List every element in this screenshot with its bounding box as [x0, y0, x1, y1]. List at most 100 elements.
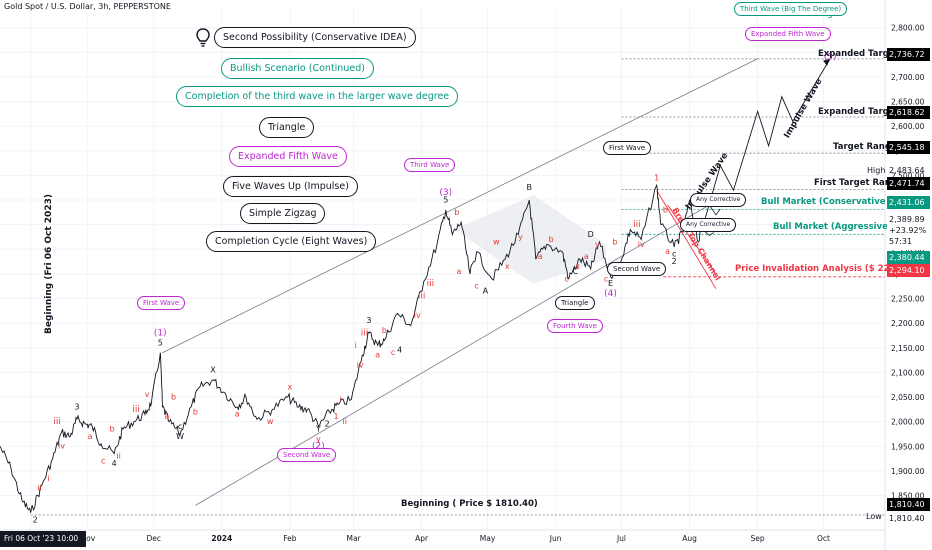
- wave-label: 1: [654, 173, 659, 182]
- wave-label: b: [549, 235, 554, 244]
- time-tick-label: Nov: [81, 534, 96, 543]
- time-tick-label: Dec: [146, 534, 161, 543]
- label-expanded-target-1: Expanded Target: [818, 49, 899, 59]
- break-channel-line: [667, 204, 717, 275]
- wave-label: b: [171, 393, 176, 402]
- tag-high: 2,483.64: [889, 166, 925, 175]
- wave-label: x: [505, 262, 510, 271]
- wave-label: A: [483, 287, 489, 296]
- current-price-value: 2,389.89: [889, 215, 925, 224]
- wave-label: 5: [158, 338, 163, 347]
- price-tick-label: 2,250.00: [891, 295, 925, 304]
- wave-box-third-wave: Third Wave: [404, 158, 456, 172]
- wave-label: 3: [366, 316, 371, 325]
- time-tick-label: Sep: [751, 534, 765, 543]
- wave-label: a: [665, 247, 670, 256]
- price-line-group: [0, 183, 704, 513]
- tag-bull-conservative: 2,431.06: [887, 196, 930, 209]
- time-tick-label: Oct: [817, 534, 830, 543]
- wave-label: 1: [333, 412, 338, 421]
- wave-label: c: [474, 282, 478, 291]
- label-bull-conservative: Bull Market (Conservative IDEA): [761, 197, 915, 207]
- scenario-box-completion-cycle: Completion Cycle (Eight Waves): [206, 231, 377, 252]
- wave-label: y: [595, 240, 600, 249]
- wave-label: iii: [633, 220, 641, 230]
- time-tick-label: Jun: [549, 534, 562, 543]
- scenario-box-triangle: Triangle: [259, 117, 315, 138]
- price-tick-label: 1,950.00: [891, 442, 925, 451]
- wave-label: b: [663, 205, 668, 214]
- triangle-shade-area: [454, 195, 607, 284]
- wave-label: a: [164, 412, 169, 421]
- price-tick-label: 2,200.00: [891, 319, 925, 328]
- wave-label: iv: [357, 360, 364, 369]
- time-axis: Fri 06 Oct '23 10:00 Nov Dec 2024 Feb Mar Apr M…: [0, 529, 885, 547]
- wave-label: w: [493, 237, 500, 246]
- tag-bull-aggressive: 2,380.44: [887, 251, 930, 264]
- time-axis-highlight: [0, 531, 86, 547]
- time-tick-label: Feb: [283, 534, 297, 543]
- wave-label: c: [391, 348, 395, 357]
- label-expanded-target-2: Expanded Target: [818, 107, 899, 117]
- wave-label: b: [382, 326, 387, 335]
- price-tick-label: 1,850.00: [891, 492, 925, 501]
- corrective-sketch: [708, 204, 721, 216]
- label-high: High: [867, 166, 886, 175]
- label-bull-aggressive: Bull Market (Aggressive Idea): [773, 222, 916, 232]
- wave-label: c: [178, 422, 182, 431]
- wave-label: a: [88, 432, 93, 441]
- wave-label: E: [608, 279, 613, 288]
- wave-label: (4): [604, 289, 617, 299]
- scenario-box-bullish: Bullish Scenario (Continued): [221, 58, 374, 79]
- bar-countdown: 57:31: [889, 237, 913, 246]
- wave-label: c: [564, 274, 568, 283]
- wave-label: c: [604, 274, 608, 283]
- wave-box-any-corrective-1: Any Corrective: [690, 193, 747, 207]
- wave-label: a: [584, 252, 589, 261]
- tag-beginning: 1,810.40: [887, 498, 930, 511]
- wave-label: a: [538, 252, 543, 261]
- wave-label: ii: [343, 417, 347, 426]
- tag-target-range: 2,545.18: [887, 141, 930, 154]
- wave-label: w: [267, 417, 274, 426]
- lightbulb-icon: [196, 28, 210, 47]
- wave-label: D: [588, 230, 594, 239]
- price-line: [0, 183, 704, 513]
- scenario-box-five-waves: Five Waves Up (Impulse): [223, 176, 358, 197]
- wave-label: 3: [74, 402, 79, 411]
- change-percent: +23.92%: [889, 226, 927, 235]
- wave-label: v: [145, 390, 150, 399]
- wave-label: ii: [37, 484, 41, 493]
- wave-label: i: [355, 341, 357, 350]
- wave-label: a: [375, 351, 380, 360]
- wave-label: W: [176, 432, 184, 441]
- wave-label: i: [339, 395, 341, 404]
- label-target-range: Target Range: [833, 142, 897, 152]
- price-tick-label: 2,150.00: [891, 344, 925, 353]
- level-lines: [30, 58, 885, 516]
- tag-expanded-target-2: 2,618.62: [887, 106, 930, 119]
- wave-label: i: [47, 474, 49, 483]
- wave-label: iii: [132, 405, 140, 415]
- tag-invalidation: 2,294.10: [887, 264, 930, 277]
- wave-label: 4: [112, 459, 117, 468]
- time-tick-label: Apr: [415, 534, 429, 543]
- price-tick-label: 1,900.00: [891, 467, 925, 476]
- wave-label: X: [210, 365, 216, 374]
- wave-label: iii: [427, 279, 435, 289]
- wave-label: b: [454, 208, 459, 217]
- wave-box-fourth-wave: Fourth Wave: [547, 319, 603, 333]
- wave-box-second-wave-recent: Second Wave: [607, 262, 667, 276]
- wave-box-first-wave: First Wave: [137, 296, 186, 310]
- time-tick-label: Jul: [616, 534, 626, 543]
- wave-box-third-wave-big: Third Wave (Big The Degree): [734, 2, 848, 16]
- time-tick-label: Mar: [346, 534, 361, 543]
- break-channel-line: [656, 189, 717, 289]
- wave-label: (2): [312, 442, 325, 452]
- wave-label: c: [101, 457, 105, 466]
- time-tick-label: Aug: [682, 534, 697, 543]
- scenario-box-zigzag: Simple Zigzag: [240, 203, 326, 224]
- wave-box-expanded-fifth-top: Expanded Fifth Wave: [745, 27, 831, 41]
